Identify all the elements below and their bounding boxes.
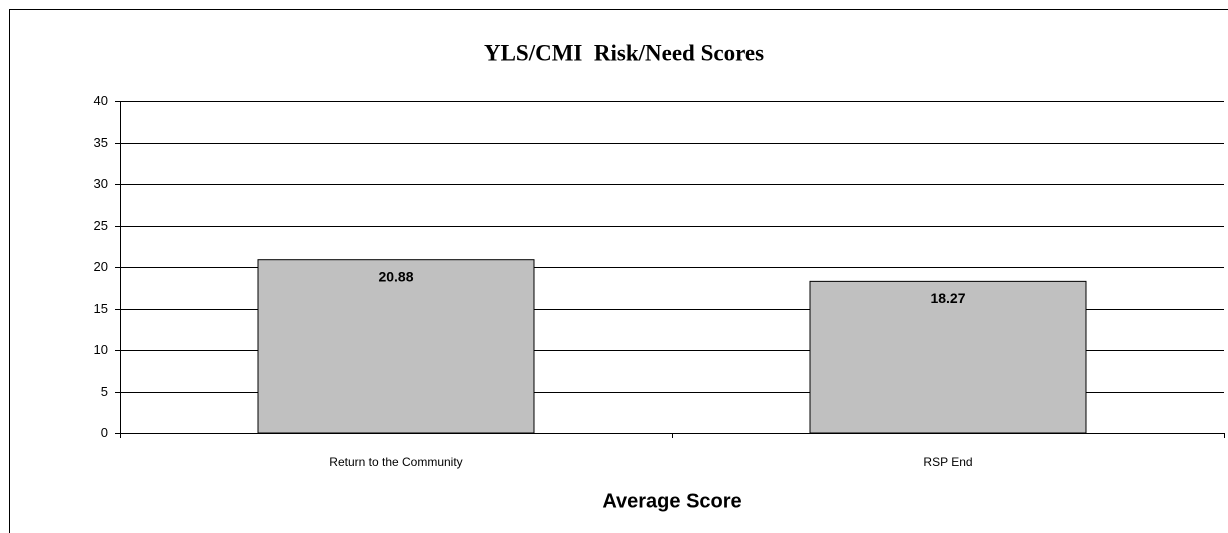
y-tick-label: 25 [94, 218, 108, 233]
data-label: 20.88 [378, 268, 413, 284]
x-tick-label: RSP End [923, 455, 972, 469]
y-tick-label: 30 [94, 176, 108, 191]
y-tick-label: 0 [101, 425, 108, 440]
bar [257, 259, 535, 434]
chart-title: YLS/CMI Risk/Need Scores [484, 40, 764, 65]
y-tick-label: 5 [101, 384, 108, 399]
chart-frame [9, 9, 1228, 533]
y-tick-label: 35 [94, 135, 108, 150]
bar [809, 280, 1087, 434]
y-tick-label: 40 [94, 93, 108, 108]
x-axis-title: Average Score [602, 490, 741, 512]
y-tick-label: 10 [94, 342, 108, 357]
y-tick-label: 20 [94, 259, 108, 274]
data-label: 18.27 [930, 290, 965, 306]
y-tick-label: 15 [94, 301, 108, 316]
x-tick-label: Return to the Community [329, 455, 462, 469]
